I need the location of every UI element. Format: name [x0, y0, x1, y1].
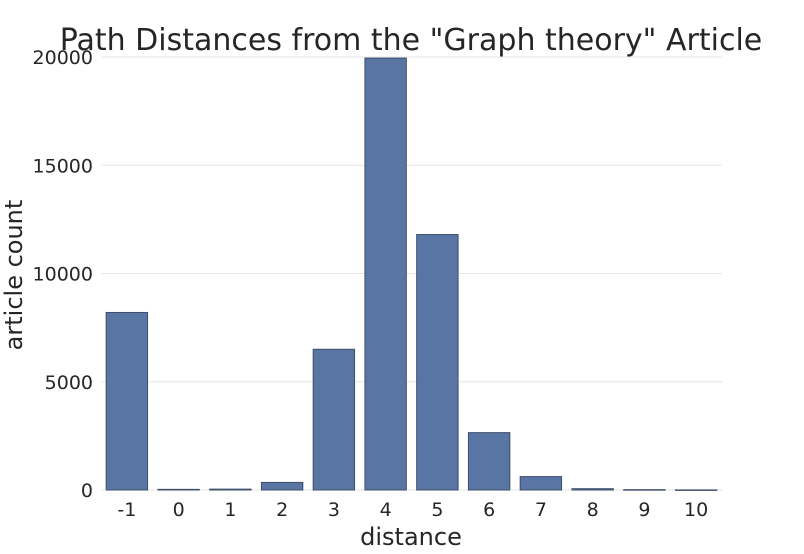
bar-0: [157, 488, 200, 491]
x-tick-labels: -1 0 1 2 3 4 5 6 7 8 9 10: [117, 499, 708, 521]
bar-9: [623, 489, 666, 491]
x-tick-label: 6: [483, 499, 495, 521]
bars: [105, 57, 718, 491]
x-axis-label: distance: [360, 523, 462, 551]
x-tick-label: 0: [173, 499, 185, 521]
x-tick-label: 8: [587, 499, 599, 521]
bar-7: [519, 476, 563, 491]
bar-6: [467, 432, 511, 491]
bar-3: [312, 348, 356, 491]
bar--1: [105, 311, 149, 491]
x-tick-label: 1: [224, 499, 236, 521]
x-tick-label: 7: [535, 499, 547, 521]
x-tick-label: 4: [380, 499, 392, 521]
bar-8: [571, 488, 614, 491]
x-tick-label: 3: [328, 499, 340, 521]
x-tick-label: 5: [431, 499, 443, 521]
bar-4: [364, 57, 407, 491]
y-tick-label: 0: [81, 480, 93, 502]
bar-1: [209, 488, 252, 491]
y-axis-label: article count: [0, 200, 28, 351]
y-tick-label: 15000: [33, 155, 93, 177]
y-tick-label: 5000: [45, 372, 93, 394]
y-tick-label: 10000: [33, 264, 93, 286]
y-tick-labels: 0 5000 10000 15000 20000: [33, 47, 93, 502]
bar-5: [416, 234, 459, 491]
bar-2: [260, 481, 304, 491]
bar-10: [674, 489, 718, 491]
x-tick-label: -1: [117, 499, 136, 521]
y-tick-label: 20000: [33, 47, 93, 69]
chart-title: Path Distances from the "Graph theory" A…: [60, 23, 763, 58]
x-tick-label: 2: [276, 499, 288, 521]
x-tick-label: 9: [638, 499, 650, 521]
x-tick-label: 10: [684, 499, 708, 521]
y-grid: [101, 56, 722, 491]
